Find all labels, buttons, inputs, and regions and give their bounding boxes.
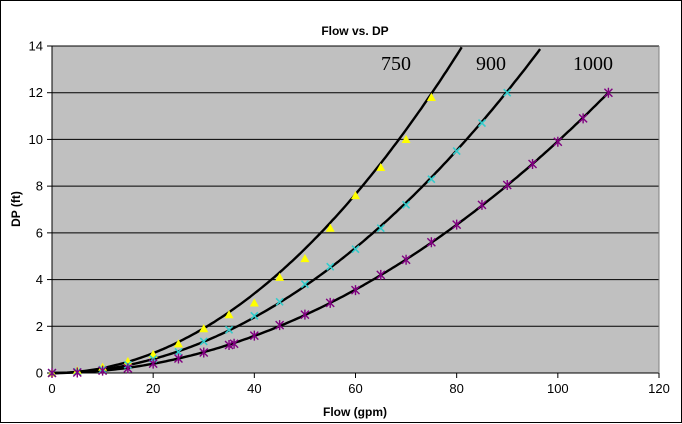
marker-750-13 — [376, 162, 386, 172]
x-tick-label-0: 0 — [48, 381, 55, 396]
marker-900-10 — [300, 280, 309, 289]
curve-label-750: 750 — [381, 53, 411, 75]
gridlines — [52, 45, 659, 327]
marker-750-7 — [224, 310, 234, 319]
y-tick-label-2: 2 — [36, 319, 43, 334]
x-tick-labels: 0 20 40 60 80 100 120 — [48, 373, 670, 396]
marker-1000-15 — [401, 254, 411, 265]
marker-1000-13 — [351, 285, 360, 296]
marker-750-9 — [275, 272, 285, 281]
curve-label-900: 900 — [476, 53, 506, 75]
marker-900-11 — [326, 262, 335, 271]
plot-area — [52, 46, 659, 373]
marker-750-6 — [199, 324, 209, 333]
marker-1000-5 — [173, 353, 183, 364]
marker-750-11 — [325, 223, 335, 232]
marker-900-18 — [503, 88, 512, 97]
marker-1000-12 — [325, 297, 335, 308]
curve-label-1000: 1000 — [573, 53, 613, 75]
x-tick-label-60: 60 — [348, 381, 362, 396]
marker-1000-18 — [477, 199, 487, 210]
chart-title: Flow vs. DP — [321, 24, 388, 38]
marker-900-15 — [427, 175, 436, 184]
marker-900-13 — [376, 224, 385, 233]
marker-1000-1 — [72, 367, 82, 378]
y-tick-label-0: 0 — [36, 366, 43, 381]
marker-750-12 — [351, 190, 360, 200]
marker-1000-3 — [123, 363, 133, 374]
marker-900-8 — [250, 311, 259, 320]
marker-900-9 — [275, 297, 284, 306]
y-axis-title: DP (ft) — [9, 191, 23, 227]
marker-1000-16 — [426, 237, 436, 248]
marker-1000-22 — [578, 113, 588, 124]
y-tick-label-14: 14 — [29, 39, 43, 54]
marker-750-8 — [249, 298, 259, 307]
marker-750-14 — [401, 134, 411, 144]
marker-1000-10 — [275, 320, 285, 331]
marker-900-6 — [199, 337, 208, 346]
marker-1000-14 — [376, 269, 386, 280]
marker-1000-23 — [603, 87, 613, 98]
y-tick-label-8: 8 — [36, 179, 43, 194]
x-tick-label-20: 20 — [146, 381, 160, 396]
marker-900-12 — [351, 245, 360, 254]
marker-1000-20 — [528, 158, 538, 169]
x-tick-label-100: 100 — [547, 381, 569, 396]
marker-1000-11 — [300, 309, 310, 320]
marker-1000-19 — [502, 179, 512, 190]
marker-900-16 — [452, 147, 461, 156]
x-axis-title: Flow (gpm) — [323, 405, 387, 419]
x-tick-label-80: 80 — [449, 381, 463, 396]
y-tick-label-6: 6 — [36, 225, 43, 240]
x-tick-label-120: 120 — [648, 381, 670, 396]
marker-1000-6 — [199, 347, 209, 358]
marker-1000-21 — [553, 136, 563, 147]
x-tick-label-40: 40 — [247, 381, 261, 396]
marker-1000-0 — [47, 368, 57, 378]
data-markers — [47, 87, 613, 378]
marker-1000-2 — [98, 365, 108, 376]
y-tick-label-4: 4 — [36, 272, 43, 287]
marker-900-14 — [402, 200, 411, 209]
marker-1000-9 — [249, 330, 259, 341]
marker-750-10 — [300, 254, 310, 263]
marker-1000-17 — [452, 219, 462, 230]
marker-900-7 — [224, 325, 234, 334]
marker-1000-8 — [229, 338, 239, 349]
y-tick-label-10: 10 — [29, 132, 43, 147]
trend-curve-750 — [52, 46, 463, 375]
marker-1000-4 — [148, 358, 158, 369]
marker-750-15 — [426, 92, 436, 101]
marker-750-5 — [173, 339, 183, 348]
marker-900-17 — [477, 119, 487, 128]
y-tick-label-12: 12 — [29, 85, 43, 100]
y-tick-labels: 0 2 4 6 8 10 12 14 — [29, 39, 52, 381]
marker-900-5 — [174, 347, 183, 357]
